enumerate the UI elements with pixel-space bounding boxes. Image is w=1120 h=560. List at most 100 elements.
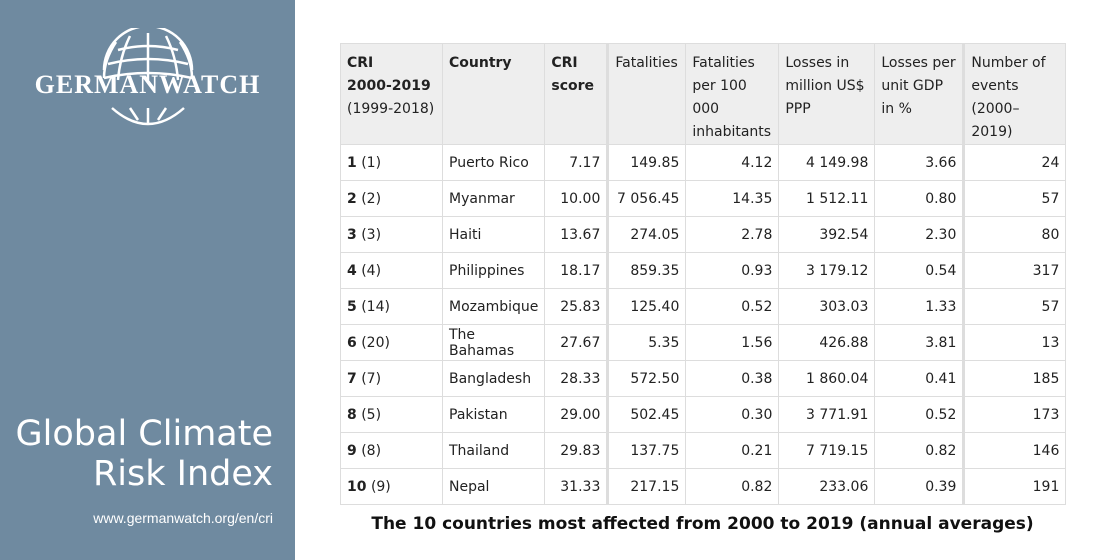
cell-fatalities: 7 056.45 (607, 180, 687, 217)
h: Losses per (881, 55, 956, 71)
cell-events: 146 (963, 432, 1067, 469)
cell-fatalities: 502.45 (607, 396, 687, 433)
rank: 3 (347, 226, 357, 243)
cell-rank: 4 (4) (340, 252, 443, 289)
cell-events: 80 (963, 216, 1067, 253)
cell-fatalities: 5.35 (607, 324, 687, 361)
h: Fatalities (692, 55, 755, 71)
h: in % (881, 101, 912, 117)
cell-events: 317 (963, 252, 1067, 289)
cell-fatalities-per-capita: 0.93 (685, 252, 780, 289)
cell-losses: 426.88 (778, 324, 876, 361)
cell-events: 185 (963, 360, 1067, 397)
h: CRI (347, 55, 374, 71)
cell-fatalities-per-capita: 14.35 (685, 180, 780, 217)
cell-events: 173 (963, 396, 1067, 433)
rank: 6 (347, 334, 357, 351)
rank: 7 (347, 370, 357, 387)
header-country: Country (441, 43, 546, 145)
cell-country: Myanmar (441, 180, 546, 217)
cell-rank: 7 (7) (340, 360, 443, 397)
cell-fatalities: 137.75 (607, 432, 687, 469)
cell-losses-gdp: 0.80 (874, 180, 966, 217)
title-line: Risk Index (92, 454, 273, 494)
h: Losses in (785, 55, 850, 71)
table-caption: The 10 countries most affected from 2000… (371, 514, 1034, 534)
cell-events: 57 (963, 180, 1067, 217)
cell-score: 31.33 (544, 468, 610, 505)
previous-rank: (14) (361, 298, 390, 315)
cell-country: Nepal (441, 468, 546, 505)
cell-country: Mozambique (441, 288, 546, 325)
cell-fatalities: 217.15 (607, 468, 687, 505)
cell-fatalities: 274.05 (607, 216, 687, 253)
table-row: 10 (9) Nepal 31.33 217.15 0.82 233.06 0.… (340, 468, 1067, 505)
cell-fatalities-per-capita: 0.21 (685, 432, 780, 469)
rank: 5 (347, 298, 357, 315)
cell-country: Philippines (441, 252, 546, 289)
cell-score: 18.17 (544, 252, 610, 289)
cell-fatalities-per-capita: 4.12 (685, 144, 780, 181)
rank: 9 (347, 442, 357, 459)
rank: 8 (347, 406, 357, 423)
h: inhabitants (692, 124, 772, 140)
cell-losses: 1 512.11 (778, 180, 876, 217)
cell-losses-gdp: 3.66 (874, 144, 966, 181)
h: (2000–2019) (971, 101, 1020, 140)
cell-score: 28.33 (544, 360, 610, 397)
cell-fatalities: 149.85 (607, 144, 687, 181)
table-row: 5 (14) Mozambique 25.83 125.40 0.52 303.… (340, 288, 1067, 325)
sidebar: GERMANWATCH Global Climate Risk Index www… (0, 0, 295, 560)
website-link[interactable]: www.germanwatch.org/en/cri (93, 510, 273, 526)
header-rank: CRI 2000-2019 (1999-2018) (340, 43, 443, 145)
header-events: Number of events (2000–2019) (963, 43, 1067, 145)
cell-rank: 3 (3) (340, 216, 443, 253)
header-losses: Losses in million US$ PPP (778, 43, 876, 145)
cell-fatalities: 125.40 (607, 288, 687, 325)
cell-events: 13 (963, 324, 1067, 361)
cell-losses: 1 860.04 (778, 360, 876, 397)
cell-losses: 233.06 (778, 468, 876, 505)
cell-losses-gdp: 0.41 (874, 360, 966, 397)
cell-fatalities-per-capita: 0.30 (685, 396, 780, 433)
cell-losses-gdp: 0.39 (874, 468, 966, 505)
previous-rank: (1) (361, 154, 382, 171)
header-score: CRI score (544, 43, 610, 145)
previous-rank: (9) (370, 478, 391, 495)
cell-losses-gdp: 0.54 (874, 252, 966, 289)
h: unit GDP (881, 78, 944, 94)
cell-events: 191 (963, 468, 1067, 505)
cell-fatalities: 859.35 (607, 252, 687, 289)
cell-rank: 5 (14) (340, 288, 443, 325)
cell-score: 29.00 (544, 396, 610, 433)
cri-table: CRI 2000-2019 (1999-2018) Country CRI score… (340, 43, 1067, 505)
cell-score: 7.17 (544, 144, 610, 181)
cell-losses: 303.03 (778, 288, 876, 325)
header-fatalities: Fatalities (607, 43, 687, 145)
cell-rank: 9 (8) (340, 432, 443, 469)
h: 2000-2019 (347, 78, 431, 94)
header-fatalities-per-capita: Fatalities per 100 000 inhabitants (685, 43, 780, 145)
cell-country: Haiti (441, 216, 546, 253)
h: events (971, 78, 1019, 94)
logo-text: GERMANWATCH (34, 70, 261, 99)
cell-fatalities: 572.50 (607, 360, 687, 397)
h: CRI (551, 55, 578, 71)
h: Number of (971, 55, 1046, 71)
cell-fatalities-per-capita: 1.56 (685, 324, 780, 361)
previous-rank: (7) (361, 370, 382, 387)
cell-score: 25.83 (544, 288, 610, 325)
table-row: 8 (5) Pakistan 29.00 502.45 0.30 3 771.9… (340, 396, 1067, 433)
h: (1999-2018) (347, 101, 435, 117)
previous-rank: (8) (361, 442, 382, 459)
cell-losses: 392.54 (778, 216, 876, 253)
cell-rank: 6 (20) (340, 324, 443, 361)
cell-fatalities-per-capita: 2.78 (685, 216, 780, 253)
cell-country: Puerto Rico (441, 144, 546, 181)
h: score (551, 78, 595, 94)
cell-fatalities-per-capita: 0.38 (685, 360, 780, 397)
table-row: 3 (3) Haiti 13.67 274.05 2.78 392.54 2.3… (340, 216, 1067, 253)
table-row: 9 (8) Thailand 29.83 137.75 0.21 7 719.1… (340, 432, 1067, 469)
cell-score: 27.67 (544, 324, 610, 361)
cell-fatalities-per-capita: 0.82 (685, 468, 780, 505)
